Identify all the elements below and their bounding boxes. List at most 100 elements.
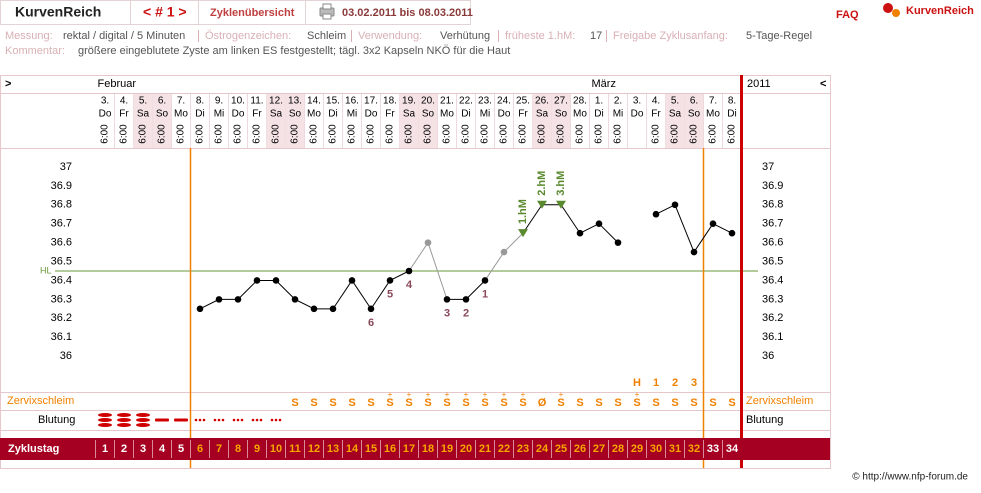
temp-point xyxy=(576,229,584,237)
cycle-day: 33 xyxy=(707,443,719,455)
weekday-label: Do xyxy=(365,109,378,120)
faq-link[interactable]: FAQ xyxy=(836,9,859,21)
nav-next[interactable]: < xyxy=(820,78,826,90)
weekday-label: Do xyxy=(99,109,112,120)
bleeding-part xyxy=(98,418,112,422)
day-label: 24. xyxy=(497,96,511,107)
cycle-nav[interactable]: < # 1 > xyxy=(143,4,187,20)
weekday-label: Di xyxy=(727,109,736,120)
day-label: 16. xyxy=(345,96,359,107)
weekday-label: Mi xyxy=(480,109,491,120)
temp-segment xyxy=(332,280,353,310)
y-tick-label: 36.3 xyxy=(51,293,72,305)
bleeding-mark xyxy=(213,418,225,422)
bleeding-mark xyxy=(232,418,244,422)
mucus-plus: + xyxy=(388,390,393,399)
day-label: 4. xyxy=(652,96,660,107)
temp-segment xyxy=(275,280,296,300)
temp-segment xyxy=(674,204,695,253)
temp-segment xyxy=(579,223,600,234)
y-tick-label: 37 xyxy=(60,161,72,173)
cycle-bar xyxy=(0,438,830,460)
weekday-label: Do xyxy=(232,109,245,120)
bleeding-part xyxy=(259,418,263,422)
temp-point xyxy=(424,239,432,246)
day-label: 4. xyxy=(120,96,128,107)
temp-segment xyxy=(693,223,714,253)
temp-point xyxy=(709,220,717,227)
time-label: 6:00 xyxy=(518,124,529,144)
time-label: 6:00 xyxy=(195,124,206,144)
nav-prev[interactable]: > xyxy=(5,78,11,90)
mucus-plus: + xyxy=(464,390,469,399)
day-label: 13. xyxy=(288,96,302,107)
weekday-label: Mo xyxy=(174,109,188,120)
bleeding-part xyxy=(213,418,217,422)
hm-point xyxy=(518,229,528,238)
cycle-day: 4 xyxy=(159,443,166,455)
temp-segment xyxy=(351,280,372,310)
bleeding-mark xyxy=(174,418,188,422)
count-label: 5 xyxy=(387,288,393,300)
weekday-label: So xyxy=(422,109,435,120)
hm-point xyxy=(556,200,566,209)
info-label: Messung: xyxy=(5,30,53,42)
day-label: 3. xyxy=(101,96,109,107)
day-label: 21. xyxy=(440,96,454,107)
day-label: 26. xyxy=(535,96,549,107)
time-label: 6:00 xyxy=(461,124,472,144)
cycle-day: 25 xyxy=(555,443,567,455)
hm-label: 3.hM xyxy=(555,171,567,196)
day-label: 27. xyxy=(554,96,568,107)
weekday-label: Di xyxy=(594,109,603,120)
time-label: 6:00 xyxy=(309,124,320,144)
mucus-symbol: S xyxy=(576,397,583,409)
weekday-label: So xyxy=(289,109,302,120)
temp-segment xyxy=(465,280,486,300)
print-icon[interactable] xyxy=(319,3,335,20)
time-label: 6:00 xyxy=(100,124,111,144)
cycle-day: 2 xyxy=(121,443,127,455)
time-label: 6:00 xyxy=(233,124,244,144)
time-label: 6:00 xyxy=(385,124,396,144)
mucus-symbol: Ø xyxy=(538,397,547,409)
mucus-row-label: Zervixschleim xyxy=(746,395,813,407)
y2-tick-label: 36.2 xyxy=(762,312,783,324)
y-tick-label: 36.5 xyxy=(51,255,72,267)
peak-label: 2 xyxy=(672,377,678,389)
cycle-day: 24 xyxy=(536,443,549,455)
day-label: 6. xyxy=(690,96,698,107)
y2-tick-label: 36.5 xyxy=(762,255,783,267)
day-label: 17. xyxy=(364,96,378,107)
cycle-day: 10 xyxy=(270,443,282,455)
info-row: Messung: rektal / digital / 5 Minuten Ös… xyxy=(5,30,812,57)
info-value: rektal / digital / 5 Minuten xyxy=(63,30,185,42)
cycle-day: 28 xyxy=(612,443,624,455)
weekday-label: Sa xyxy=(137,109,150,120)
temp-segment xyxy=(408,242,429,272)
hm-point xyxy=(537,200,547,209)
weekend-shade xyxy=(418,94,438,148)
weekday-label: Di xyxy=(195,109,204,120)
day-label: 7. xyxy=(709,96,717,107)
bleeding-part xyxy=(98,413,112,417)
cycle-day: 3 xyxy=(140,443,146,455)
overview-link[interactable]: Zyklenübersicht xyxy=(210,7,295,19)
temp-point xyxy=(386,277,394,284)
bleeding-row-label: Blutung xyxy=(746,414,783,426)
weekend-shade xyxy=(399,94,419,148)
temp-point xyxy=(462,296,470,303)
time-label: 6:00 xyxy=(556,124,567,144)
cycle-row-label: Zyklustag xyxy=(8,443,59,455)
weekend-shade xyxy=(152,94,172,148)
weekday-label: Do xyxy=(631,109,644,120)
weekend-shade xyxy=(551,94,571,148)
time-label: 6:00 xyxy=(708,124,719,144)
bleeding-row-label: Blutung xyxy=(38,414,75,426)
time-label: 6:00 xyxy=(214,124,225,144)
y-tick-label: 36.6 xyxy=(51,237,72,249)
mucus-symbol: S xyxy=(424,397,431,409)
y2-tick-label: 36.9 xyxy=(762,180,783,192)
day-label: 9. xyxy=(215,96,223,107)
y-tick-label: 36 xyxy=(60,350,72,362)
